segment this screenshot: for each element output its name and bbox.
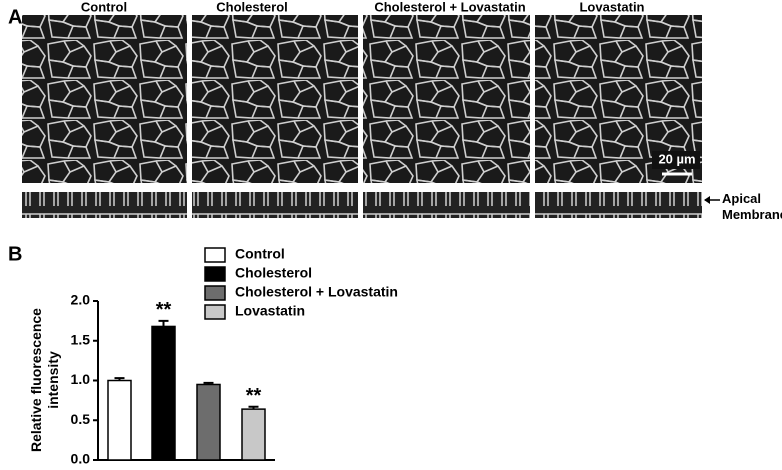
bar <box>196 383 221 461</box>
micrograph <box>192 15 358 183</box>
micrograph <box>363 15 530 183</box>
micrographs <box>22 15 702 218</box>
scale-bar-label: 20 µm <box>658 151 695 166</box>
legend-label: Cholesterol <box>235 265 312 281</box>
legend-label: Control <box>235 246 285 262</box>
panel-label: A <box>8 6 22 28</box>
significance: ** <box>246 385 262 407</box>
side-view <box>535 192 702 218</box>
panel-label: B <box>8 243 22 265</box>
y-tick-label: 1.0 <box>71 371 91 387</box>
y-axis-label: Relative fluorescence intensity <box>28 308 61 452</box>
bar <box>107 379 132 461</box>
bar <box>151 325 176 461</box>
column-title: Control <box>81 0 127 14</box>
significance: ** <box>156 299 172 321</box>
y-tick-label: 2.0 <box>71 292 91 308</box>
y-tick-label: 1.5 <box>71 331 91 347</box>
legend-swatch <box>204 304 226 320</box>
bar-chart: 0.0 0.5 1.0 1.5 2.0 ** ** Control Cholesterol Cho… <box>71 246 398 466</box>
side-view <box>192 192 358 218</box>
y-tick-label: 0.0 <box>71 451 91 466</box>
legend-swatch <box>204 266 226 282</box>
legend-label: Cholesterol + Lovastatin <box>235 284 398 300</box>
arrow-head <box>704 196 710 204</box>
side-view <box>363 192 530 218</box>
column-title: Cholesterol <box>216 0 288 14</box>
column-title: Lovastatin <box>579 0 644 14</box>
bar <box>241 408 266 461</box>
legend-label: Lovastatin <box>235 303 305 319</box>
column-title: Cholesterol + Lovastatin <box>374 0 525 14</box>
legend-swatch <box>204 247 226 263</box>
scale-bar-bg <box>652 151 700 169</box>
annotation: Apical Membrane <box>722 191 782 222</box>
y-tick-label: 0.5 <box>71 411 91 427</box>
side-view <box>22 192 187 218</box>
micrograph <box>22 15 187 183</box>
legend-swatch <box>204 285 226 301</box>
